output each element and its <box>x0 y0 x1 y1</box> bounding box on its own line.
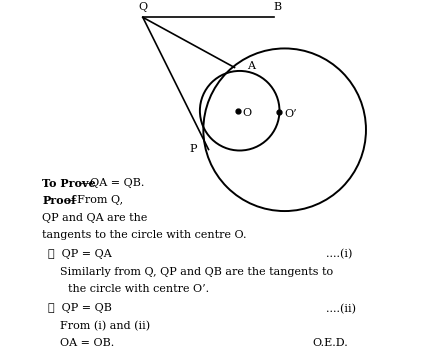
Text: O’: O’ <box>285 109 297 119</box>
Text: From (i) and (ii): From (i) and (ii) <box>60 321 150 331</box>
Text: ....(ii): ....(ii) <box>326 303 356 314</box>
Text: ∴  QP = QB: ∴ QP = QB <box>47 303 112 313</box>
Text: —QA = QB.: —QA = QB. <box>79 178 144 188</box>
Text: Q: Q <box>138 2 148 12</box>
Text: QA = QB.: QA = QB. <box>60 338 114 346</box>
Text: Proof: Proof <box>42 195 76 207</box>
Text: O: O <box>242 108 251 118</box>
Text: A: A <box>247 61 254 71</box>
Text: Similarly from Q, QP and QB are the tangents to: Similarly from Q, QP and QB are the tang… <box>60 267 333 277</box>
Text: —From Q,: —From Q, <box>66 195 123 206</box>
Text: P: P <box>189 145 196 154</box>
Text: To Prove: To Prove <box>42 178 96 189</box>
Text: Q.E.D.: Q.E.D. <box>312 338 348 346</box>
Text: tangents to the circle with centre O.: tangents to the circle with centre O. <box>42 230 247 240</box>
Text: ....(i): ....(i) <box>326 249 352 260</box>
Text: ∴  QP = QA: ∴ QP = QA <box>47 249 112 259</box>
Text: the circle with centre O’.: the circle with centre O’. <box>68 284 209 294</box>
Text: B: B <box>273 2 282 12</box>
Text: QP and QA are the: QP and QA are the <box>42 213 148 223</box>
